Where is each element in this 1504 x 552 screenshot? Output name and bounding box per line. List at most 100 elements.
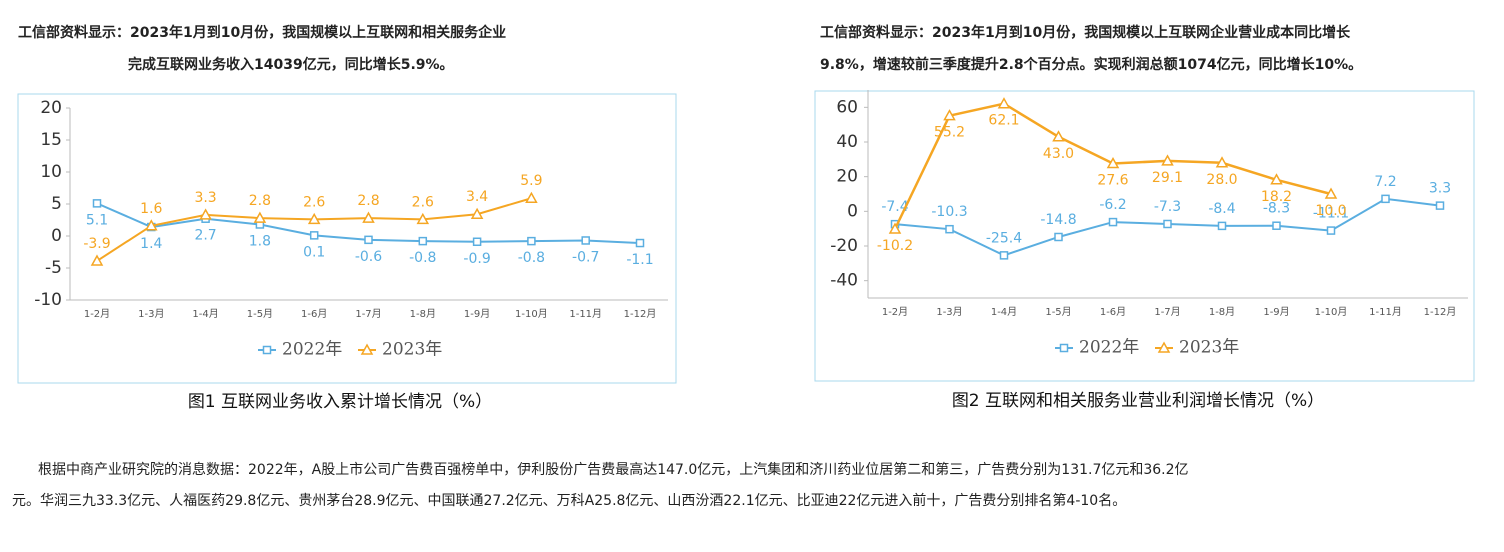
point-marker (360, 343, 374, 355)
data-label: 27.6 (1097, 172, 1128, 188)
x-tick-label: 1-7月 (1154, 306, 1180, 318)
x-tick-label: 1-12月 (1424, 306, 1457, 318)
point-marker (1161, 154, 1174, 166)
point-marker (1106, 156, 1120, 169)
point-marker (470, 207, 484, 219)
data-label: 1.4 (140, 236, 162, 252)
legend-label: 2022年 (282, 340, 342, 360)
data-label: -0.7 (572, 249, 599, 265)
data-label: 18.2 (1261, 189, 1292, 205)
data-label: 2.8 (357, 193, 379, 209)
data-label: 1.8 (249, 233, 271, 249)
point-marker (1163, 219, 1172, 229)
point-marker (997, 97, 1011, 109)
x-tick-label: 1-8月 (410, 308, 436, 320)
x-tick-label: 1-11月 (569, 308, 602, 320)
data-label: 2.6 (303, 194, 325, 210)
point-marker (1270, 173, 1283, 185)
data-label: -0.6 (355, 249, 382, 265)
point-marker (1326, 226, 1336, 235)
point-marker (888, 222, 902, 234)
data-label: -1.1 (626, 252, 653, 268)
x-tick-label: 1-5月 (1045, 306, 1071, 318)
data-label: 55.2 (934, 125, 965, 141)
point-marker (1272, 221, 1281, 230)
y-tick-label: 40 (836, 132, 858, 152)
x-tick-label: 1-6月 (1100, 306, 1126, 318)
data-label: 5.9 (520, 173, 542, 189)
data-label: -25.4 (986, 230, 1022, 246)
data-label: -3.9 (83, 236, 110, 252)
point-marker (307, 212, 321, 225)
point-marker (1324, 187, 1338, 199)
paragraph-line: 根据中商产业研究院的消息数据：2022年，A股上市公司广告费百强榜单中，伊利股份… (38, 462, 1189, 478)
x-tick-label: 1-3月 (936, 306, 962, 318)
point-marker (945, 224, 954, 234)
x-tick-label: 1-6月 (301, 308, 327, 320)
data-label: 29.1 (1152, 170, 1183, 186)
point-marker (525, 191, 538, 203)
data-label: -0.8 (409, 250, 436, 266)
x-tick-label: 1-8月 (1209, 306, 1235, 318)
header-line: 完成互联网业务收入14039亿元，同比增长5.9%。 (128, 57, 454, 73)
point-marker (92, 199, 102, 208)
data-label: 28.0 (1206, 172, 1237, 188)
y-tick-label: 20 (40, 98, 62, 118)
data-label: 10.0 (1315, 203, 1346, 219)
x-tick-label: 1-12月 (624, 308, 657, 320)
point-marker (999, 251, 1009, 260)
chart-caption: 图1 互联网业务收入累计增长情况（%） (188, 392, 492, 412)
data-label: -7.3 (1154, 199, 1181, 215)
data-label: 43.0 (1043, 146, 1074, 162)
y-tick-label: 60 (836, 97, 858, 117)
x-tick-label: 1-2月 (882, 306, 908, 318)
point-marker (262, 345, 272, 355)
point-marker (1054, 232, 1063, 242)
point-marker (1059, 343, 1069, 353)
data-label: -7.4 (881, 199, 908, 215)
data-label: -10.2 (877, 238, 913, 254)
x-tick-label: 1-10月 (515, 308, 548, 320)
x-tick-label: 1-4月 (991, 306, 1017, 318)
legend-label: 2022年 (1079, 338, 1139, 358)
x-tick-label: 1-7月 (355, 308, 381, 320)
x-tick-label: 1-11月 (1369, 306, 1402, 318)
chart-frame (17, 93, 677, 384)
point-marker (418, 236, 428, 246)
x-tick-label: 1-3月 (138, 308, 164, 320)
point-marker (1381, 194, 1390, 204)
data-label: -8.3 (1263, 201, 1290, 217)
x-tick-label: 1-9月 (1263, 306, 1289, 318)
y-tick-label: -40 (830, 271, 858, 291)
data-label: -6.2 (1099, 197, 1126, 213)
y-tick-label: 10 (40, 162, 62, 182)
legend-label: 2023年 (1179, 338, 1239, 358)
point-marker (527, 236, 536, 246)
y-tick-label: -20 (830, 236, 858, 256)
point-marker (90, 254, 104, 266)
point-marker (635, 238, 645, 248)
point-marker (253, 211, 267, 223)
y-tick-label: -10 (34, 290, 62, 310)
point-marker (581, 236, 590, 245)
data-label: -8.4 (1208, 201, 1235, 217)
data-label: -0.9 (463, 251, 490, 267)
point-marker (1435, 201, 1445, 210)
data-label: 2.6 (412, 194, 434, 210)
header-line: 工信部资料显示：2023年1月到10月份，我国规模以上互联网企业营业成本同比增长 (820, 25, 1351, 41)
data-label: 2.7 (194, 228, 216, 244)
chart-frame (814, 90, 1475, 382)
data-label: 1.6 (140, 201, 162, 217)
data-label: 7.2 (1374, 174, 1396, 190)
point-marker (364, 235, 373, 245)
data-label: 0.1 (303, 244, 325, 260)
data-label: 3.4 (466, 189, 488, 205)
point-marker (1217, 221, 1227, 231)
chart-caption: 图2 互联网和相关服务业营业利润增长情况（%） (952, 391, 1324, 411)
y-tick-label: -5 (45, 258, 62, 278)
x-tick-label: 1-9月 (464, 308, 490, 320)
point-marker (943, 109, 956, 121)
y-tick-label: 20 (836, 167, 858, 187)
